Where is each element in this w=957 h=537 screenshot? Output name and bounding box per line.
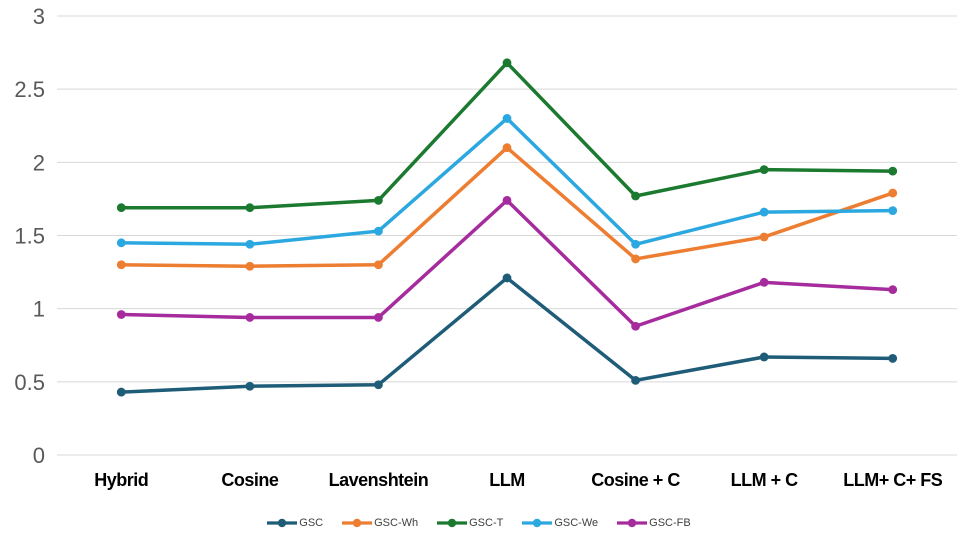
legend-label: GSC-T bbox=[469, 516, 504, 529]
data-point-marker bbox=[116, 238, 126, 248]
data-point-marker bbox=[888, 188, 898, 198]
data-point-marker bbox=[374, 226, 383, 236]
data-point-marker bbox=[759, 165, 769, 175]
legend-label: GSC-Wh bbox=[374, 516, 419, 529]
legend-item-gsc-wh: GSC-Wh bbox=[341, 517, 418, 529]
series-line-GSC bbox=[119, 276, 895, 394]
gridlines-layer bbox=[57, 15, 957, 456]
y-tick-label: 3 bbox=[33, 4, 45, 29]
legend-line-marker-icon bbox=[437, 518, 468, 527]
data-point-marker bbox=[245, 313, 255, 322]
x-category-label: Lavenshtein bbox=[329, 470, 429, 490]
y-tick-label: 1 bbox=[33, 297, 45, 322]
data-point-marker bbox=[631, 191, 640, 201]
legend-label: GSC bbox=[299, 516, 324, 529]
series-layer bbox=[116, 58, 898, 397]
data-point-marker bbox=[374, 380, 383, 390]
data-point-marker bbox=[245, 239, 255, 249]
legend-line-marker-icon bbox=[617, 518, 648, 527]
data-point-marker bbox=[374, 195, 383, 205]
data-point-marker bbox=[759, 352, 769, 362]
x-category-label: LLM bbox=[489, 470, 524, 490]
data-point-marker bbox=[245, 203, 255, 213]
data-point-marker bbox=[631, 239, 640, 249]
legend-item-gsc-fb: GSC-FB bbox=[616, 517, 691, 529]
legend-item-gsc-t: GSC-T bbox=[436, 517, 503, 529]
data-point-marker bbox=[631, 254, 640, 264]
x-category-label: LLM + C bbox=[731, 470, 798, 490]
x-category-label: Hybrid bbox=[94, 470, 148, 490]
data-point-marker bbox=[631, 321, 640, 331]
data-point-marker bbox=[116, 203, 126, 213]
data-point-marker bbox=[502, 143, 512, 153]
legend-line-marker-icon bbox=[267, 518, 298, 527]
data-point-marker bbox=[759, 207, 769, 217]
chart-legend: GSC GSC-Wh GSC-T GSC-We GSC-FB bbox=[0, 508, 957, 537]
data-point-marker bbox=[759, 277, 769, 287]
y-axis-labels: 0 0.5 1 1.5 2 2.5 3 bbox=[14, 4, 45, 468]
legend-line-marker-icon bbox=[522, 518, 553, 527]
data-point-marker bbox=[116, 260, 126, 270]
y-tick-label: 2.5 bbox=[14, 77, 45, 102]
x-axis-labels: Hybrid Cosine Lavenshtein LLM Cosine + C LLM … bbox=[94, 470, 943, 490]
data-point-marker bbox=[888, 166, 898, 176]
legend-label: GSC-We bbox=[554, 516, 599, 529]
legend-item-gsc: GSC bbox=[266, 517, 323, 529]
data-point-marker bbox=[116, 387, 126, 397]
data-point-marker bbox=[502, 273, 512, 283]
data-point-marker bbox=[502, 195, 512, 205]
line-chart: 0 0.5 1 1.5 2 2.5 3 Hybrid Cosine Lavenshtein LLM… bbox=[14, 4, 957, 490]
data-point-marker bbox=[245, 381, 255, 391]
data-point-marker bbox=[374, 260, 383, 270]
series-line-GSC-We bbox=[119, 116, 895, 247]
legend-label: GSC-FB bbox=[649, 516, 691, 529]
data-point-marker bbox=[888, 285, 898, 295]
data-point-marker bbox=[888, 354, 898, 363]
data-point-marker bbox=[502, 58, 512, 68]
legend-item-gsc-we: GSC-We bbox=[521, 517, 598, 529]
data-point-marker bbox=[245, 261, 255, 271]
data-point-marker bbox=[759, 232, 769, 242]
data-point-marker bbox=[374, 313, 383, 322]
data-point-marker bbox=[631, 375, 640, 385]
legend-line-marker-icon bbox=[342, 518, 373, 527]
x-category-label: LLM+ C+ FS bbox=[843, 470, 943, 490]
y-tick-label: 1.5 bbox=[14, 224, 45, 249]
y-tick-label: 2 bbox=[33, 150, 45, 175]
y-tick-label: 0.5 bbox=[14, 370, 45, 395]
y-tick-label: 0 bbox=[33, 443, 45, 468]
data-point-marker bbox=[888, 206, 898, 216]
data-point-marker bbox=[502, 114, 512, 123]
series-line-GSC-T bbox=[119, 61, 895, 210]
x-category-label: Cosine + C bbox=[591, 470, 680, 490]
series-line-GSC-FB bbox=[119, 198, 895, 328]
data-point-marker bbox=[116, 310, 126, 319]
x-category-label: Cosine bbox=[221, 470, 279, 490]
